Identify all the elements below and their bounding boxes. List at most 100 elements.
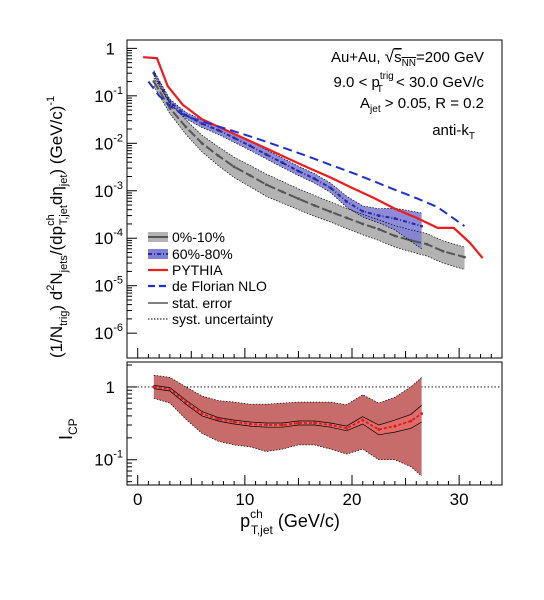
sqrt-overline: s [394,49,402,66]
series-syst-lo-0 [153,85,465,270]
data-point [441,249,445,253]
legend-label-central: 0%-10% [172,229,225,245]
legend-entry-stat: stat. error [148,295,232,311]
data-point [152,80,156,83]
data-point [232,165,236,169]
y-tick-label: 1 [106,39,115,58]
annotation-collision: Au+Au, √sNN=200 GeV [331,47,484,69]
data-point [216,154,220,158]
legend-entry-pythia: PYTHIA [148,262,223,278]
y-tick-label: 10-1 [94,449,123,470]
legend-entry-peripheral: 60%-80% [148,246,233,262]
legend-entry-nlo: de Florian NLO [148,278,267,294]
icp-line [153,386,423,431]
x-axis-label: pch T,jet (GeV/c) [240,507,340,537]
icp-stat-hi [153,385,422,427]
y-tick-label: 10-4 [94,227,123,248]
data-point [200,122,204,125]
y-tick-label: 10-3 [94,180,123,201]
legend: 0%-10% 60%-80% PYTHIA de Florian NLO sta… [148,229,273,327]
data-point [420,412,424,416]
data-point [200,412,204,416]
data-point [232,420,236,424]
bottom-panel-bands [127,375,502,476]
data-point [248,144,252,148]
data-point [232,136,236,140]
data-point [297,197,300,201]
bottom-panel-ticks: 1 10-1 0 10 20 30 [94,364,503,509]
data-point [329,186,332,190]
series-syst-lo-1 [153,75,422,250]
data-point [463,255,466,259]
data-point [248,422,252,426]
y-tick-label: 10-5 [94,275,123,296]
data-point [297,421,300,425]
data-point [248,174,252,177]
data-point [377,428,381,431]
data-point [281,190,284,194]
data-point [361,209,365,213]
icp-stat-lo [153,388,422,436]
x-tick-label: 0 [133,490,142,509]
data-point [168,100,172,104]
data-point [216,128,220,132]
data-point [280,423,284,427]
legend-label-peripheral: 60%-80% [172,246,233,262]
bottom-panel-frame [126,361,503,486]
y-tick-label: 1 [106,378,115,397]
top-panel-lines [143,56,484,270]
data-point [345,426,349,430]
data-point [200,141,204,145]
top-panel-frame [126,39,503,359]
data-point [297,169,300,173]
top-panel-bands [153,70,465,270]
top-y-axis-label: (1/Ntrig) d2Njets/(dpchT,jetdηjet) (GeV/… [45,96,70,358]
sqrt-sign: √ [385,47,395,66]
x-tick-label: 30 [450,490,469,509]
data-point [313,177,316,181]
annotation-ajet: Ajet > 0.05, R = 0.2 [360,95,484,115]
legend-label-syst: syst. uncertainty [172,311,273,327]
legend-entry-central: 0%-10% [148,229,225,245]
data-point [409,419,413,423]
series-syst-hi-0 [153,77,465,248]
data-point [281,161,284,165]
bottom-panel-lines [152,374,424,477]
legend-label-stat: stat. error [172,295,232,311]
y-tick-label: 10-6 [94,322,123,343]
legend-entry-syst: syst. uncertainty [148,311,273,327]
data-point [345,216,348,220]
data-point [425,242,429,246]
data-point [168,106,172,110]
data-point [345,200,348,204]
data-point [264,153,268,156]
data-point [409,239,413,242]
band-0 [153,77,465,270]
y-tick-label: 10-2 [94,132,123,153]
data-point [420,224,423,228]
top-panel-ticks: 1 10-1 10-2 10-3 10-4 10-5 10-6 [94,39,503,358]
data-point [168,387,172,391]
bottom-y-axis-label: ICP [56,418,80,440]
x-tick-label: 20 [343,490,362,509]
data-point [313,421,316,425]
data-point [184,125,188,129]
data-point [393,424,397,428]
x-tick-label: 10 [235,490,254,509]
data-point [377,214,381,218]
y-tick-label: 10-1 [94,85,123,106]
legend-label-pythia: PYTHIA [172,262,223,278]
data-point [377,227,381,231]
annotation-trigger: 9.0 < ptrig T < 30.0 GeV/c [334,71,485,95]
data-point [393,217,397,220]
data-point [264,183,268,187]
data-point [329,423,332,427]
series-line-3 [147,80,466,227]
data-point [393,234,397,238]
data-point [313,204,316,207]
annotation-algorithm: anti-kT [432,122,475,142]
data-point [264,423,268,427]
data-point [216,417,220,421]
data-point [184,400,188,404]
